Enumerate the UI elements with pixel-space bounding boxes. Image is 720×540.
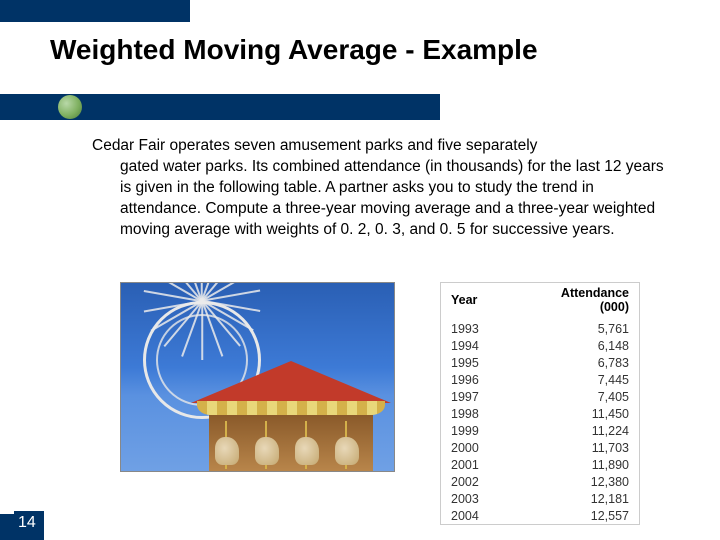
paragraph-rest: gated water parks. Its combined attendan… [92, 157, 672, 241]
col-attendance-l1: Attendance [561, 286, 629, 300]
table-row: 19956,783 [441, 354, 639, 371]
table-row: 19946,148 [441, 337, 639, 354]
table-row: 19977,405 [441, 388, 639, 405]
col-attendance: Attendance (000) [511, 283, 639, 320]
header-accent-bar [0, 0, 190, 22]
attendance-table: Year Attendance (000) 19935,761 19946,14… [440, 282, 640, 525]
body-paragraph: Cedar Fair operates seven amusement park… [92, 136, 672, 241]
col-year: Year [441, 283, 511, 320]
table-row: 199811,450 [441, 405, 639, 422]
table-row: 199911,224 [441, 422, 639, 439]
bullet-dot-icon [58, 95, 82, 119]
table-header-row: Year Attendance (000) [441, 283, 639, 320]
table-row: 200011,703 [441, 439, 639, 456]
amusement-park-photo [120, 282, 395, 472]
table-row: 200412,557 [441, 507, 639, 524]
slide-title: Weighted Moving Average - Example [50, 34, 538, 66]
slide-number: 14 [14, 511, 44, 534]
table-row: 19967,445 [441, 371, 639, 388]
paragraph-first-line: Cedar Fair operates seven amusement park… [92, 137, 537, 154]
table-row: 200111,890 [441, 456, 639, 473]
table-row: 200212,380 [441, 473, 639, 490]
col-attendance-l2: (000) [600, 300, 629, 314]
carousel-icon [191, 361, 391, 471]
table-body: 19935,761 19946,148 19956,783 19967,445 … [441, 320, 639, 524]
table-row: 200312,181 [441, 490, 639, 507]
table-row: 19935,761 [441, 320, 639, 337]
